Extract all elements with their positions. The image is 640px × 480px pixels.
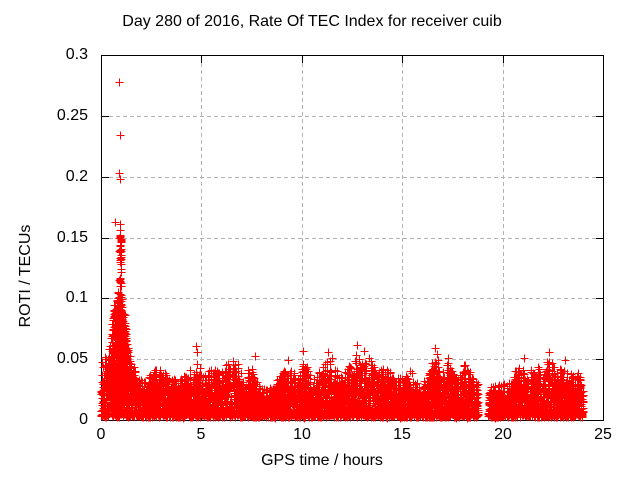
y-tick-label: 0.1: [65, 289, 88, 306]
y-tick-label: 0.2: [65, 168, 88, 185]
axis-ticks: [101, 55, 604, 421]
y-axis-label: ROTI / TECUs: [17, 224, 34, 328]
y-tick-label: 0.05: [56, 350, 88, 367]
y-tick-label: 0: [79, 411, 88, 428]
y-tick-label: 0.15: [56, 229, 88, 246]
data-points: [97, 78, 588, 423]
y-tick-label: 0.3: [65, 46, 88, 63]
plot-border: [101, 55, 604, 421]
x-axis-label: GPS time / hours: [261, 452, 383, 469]
x-tick-label: 5: [196, 426, 206, 443]
chart-title: Day 280 of 2016, Rate Of TEC Index for r…: [122, 13, 502, 30]
x-tick-label: 10: [293, 426, 311, 443]
x-tick-label: 15: [393, 426, 411, 443]
x-tick-label: 20: [494, 426, 512, 443]
x-tick-label: 0: [96, 426, 106, 443]
y-tick-label: 0.25: [56, 107, 88, 124]
x-tick-label: 25: [594, 426, 612, 443]
